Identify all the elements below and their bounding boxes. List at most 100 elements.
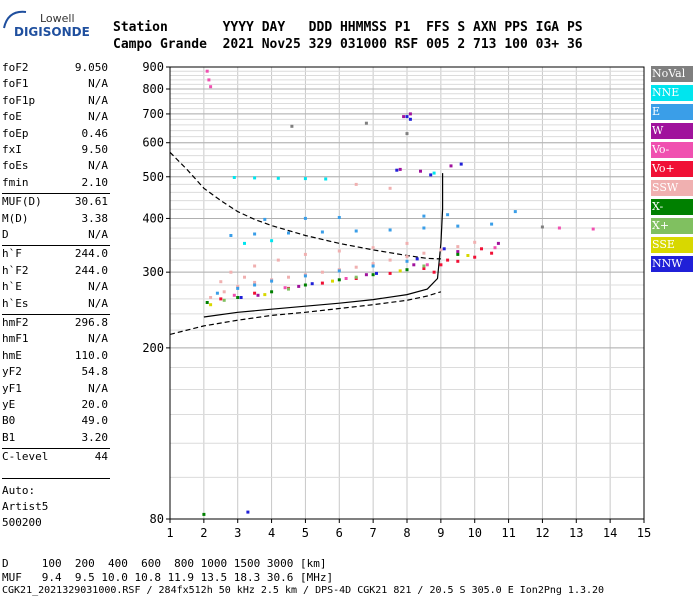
footer-distance-row: D 100 200 400 600 800 1000 1500 3000 [km…	[2, 557, 327, 570]
param-name: fxI	[2, 143, 22, 156]
param-divider	[2, 448, 110, 450]
param-name: M(D)	[2, 211, 29, 225]
echo-point	[270, 290, 274, 294]
echo-point	[236, 284, 240, 288]
echo-point	[253, 176, 257, 180]
echo-point	[229, 234, 233, 237]
param-divider	[2, 478, 110, 479]
param-name: yE	[2, 398, 16, 411]
echo-point	[253, 280, 257, 284]
echo-point	[297, 284, 301, 288]
echo-point	[408, 112, 412, 116]
param-value: 3.38	[81, 211, 109, 225]
echo-point	[412, 263, 416, 267]
echo-point	[364, 121, 368, 125]
echo-point	[405, 132, 409, 136]
echo-point	[303, 283, 307, 287]
ionogram-chart: 1 2 3 4 5 6 7 8 9 10 11 12 13 14 158020030040050060070…	[142, 60, 651, 540]
echo-point	[253, 232, 257, 236]
param-name: fmin	[2, 175, 29, 189]
echo-point	[243, 275, 246, 279]
echo-point	[449, 164, 453, 168]
echo-point	[270, 239, 274, 243]
echo-point	[388, 258, 392, 262]
y-tick-label: 900	[142, 60, 164, 74]
echo-point	[446, 213, 450, 217]
echo-point	[405, 255, 409, 259]
echo-point	[422, 264, 426, 268]
param-value: N/A	[88, 280, 108, 294]
param-value: N/A	[88, 381, 108, 395]
param-value: 44	[94, 450, 108, 464]
echo-point	[540, 225, 544, 229]
echo-point	[405, 268, 409, 272]
logo-product: DIGISONDE	[14, 25, 90, 39]
logo-brand: Lowell	[40, 12, 75, 25]
param-name: h`F2	[2, 263, 29, 277]
param-name: yF1	[2, 381, 22, 395]
echo-point	[320, 281, 324, 285]
echo-point	[310, 282, 314, 286]
x-tick-label: 6	[336, 526, 343, 540]
x-tick-label: 8	[403, 526, 410, 540]
echo-point	[405, 259, 409, 263]
param-value: 9.050	[74, 61, 108, 74]
echo-point	[232, 176, 236, 179]
y-tick-label: 500	[142, 170, 164, 184]
echo-point	[283, 286, 287, 290]
y-tick-label: 300	[142, 265, 164, 279]
echo-point	[276, 176, 280, 180]
echo-point	[207, 78, 211, 82]
echo-point	[303, 177, 307, 181]
param-value: 244.0	[74, 263, 108, 277]
param-value: 2.10	[81, 175, 109, 189]
param-name: yF2	[2, 365, 22, 379]
param-value: 54.8	[81, 365, 109, 379]
echo-point	[354, 265, 358, 269]
echo-point	[232, 293, 236, 297]
echo-point	[398, 167, 402, 171]
param-divider	[2, 245, 110, 247]
x-tick-label: 13	[569, 526, 583, 540]
echo-point	[429, 173, 433, 177]
param-value: 110.0	[74, 348, 108, 362]
profile-curve	[203, 173, 444, 318]
param-value: N/A	[88, 228, 108, 241]
echo-point	[215, 291, 219, 295]
x-tick-label: 9	[437, 526, 444, 540]
y-tick-label: 400	[142, 211, 164, 225]
echo-point	[205, 69, 209, 73]
echo-point	[388, 186, 392, 190]
param-value: 30.61	[74, 195, 108, 209]
param-value: N/A	[88, 110, 108, 124]
param-name: C-level	[2, 450, 49, 464]
echo-point	[456, 259, 460, 263]
echo-point	[398, 269, 402, 273]
echo-point	[354, 275, 358, 279]
echo-point	[303, 274, 307, 278]
y-tick-label: 600	[142, 136, 164, 150]
x-tick-label: 1	[166, 526, 173, 540]
footer-muf-row: MUF 9.4 9.5 10.0 10.8 11.9 13.5 18.3 30.…	[2, 571, 334, 584]
echo-point	[388, 228, 392, 232]
echo-point	[209, 296, 213, 299]
param-name: hmE	[2, 348, 22, 362]
legend-item: SSE	[651, 237, 693, 253]
echo-point	[337, 278, 341, 282]
y-tick-label: 800	[142, 82, 164, 96]
auto-label: Auto:	[2, 484, 36, 497]
legend-item: Vo+	[651, 161, 693, 177]
echo-point	[405, 241, 409, 245]
echo-point	[324, 177, 328, 181]
echo-point	[442, 247, 446, 251]
x-tick-label: 5	[302, 526, 309, 540]
param-name: hmF1	[2, 332, 29, 346]
echo-point	[496, 241, 500, 245]
x-tick-label: 12	[535, 526, 549, 540]
echo-point	[408, 117, 412, 121]
echo-point	[219, 297, 223, 301]
param-name: MUF(D)	[2, 195, 42, 209]
param-value: N/A	[88, 332, 108, 346]
echo-point	[303, 252, 307, 256]
echo-point	[422, 214, 426, 218]
